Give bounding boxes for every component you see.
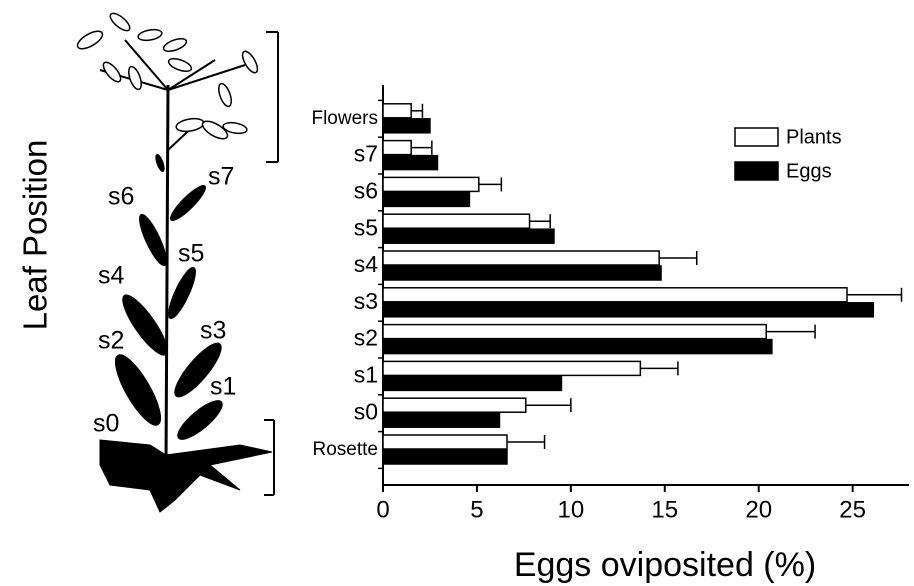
- plant-label: s4: [98, 262, 125, 290]
- bar: [382, 154, 439, 171]
- x-tick-label: 5: [470, 496, 483, 523]
- plant-label: s3: [200, 317, 226, 345]
- plant-label: s7: [208, 163, 234, 191]
- y-tick-label: s4: [354, 251, 379, 277]
- x-tick-label: 10: [558, 496, 585, 523]
- x-tick-label: 15: [651, 496, 678, 523]
- plant-label: s6: [108, 183, 134, 211]
- bar: [382, 191, 471, 208]
- y-tick-label: Rosette: [313, 439, 378, 460]
- error-bar: [506, 435, 546, 449]
- bar: [382, 434, 508, 450]
- x-tick-label: 0: [376, 496, 389, 523]
- bar: [382, 176, 480, 193]
- bar: [382, 449, 508, 465]
- x-tick-label: 25: [839, 496, 866, 523]
- legend-swatch: [734, 127, 779, 147]
- error-bar: [659, 251, 698, 265]
- y-tick-label: s6: [354, 177, 378, 203]
- bar: [382, 103, 412, 119]
- y-tick-label: s1: [354, 361, 378, 387]
- plant-label: s1: [210, 373, 236, 401]
- bar: [382, 213, 531, 229]
- y-tick-label: s2: [354, 325, 378, 351]
- bar: [382, 375, 563, 392]
- bar: [382, 412, 501, 428]
- bar: [382, 338, 773, 355]
- plant-label: s2: [98, 327, 124, 355]
- x-axis-title: Eggs oviposited (%): [514, 546, 816, 584]
- y-tick-label: s3: [354, 288, 378, 314]
- legend-swatch: [734, 161, 779, 181]
- bar: [382, 287, 848, 303]
- plant-illustration: [76, 12, 279, 513]
- bar: [382, 118, 431, 134]
- bar: [382, 397, 527, 413]
- y-axis-title: Leaf Position: [17, 140, 54, 331]
- error-bar: [525, 398, 572, 413]
- plant-label: s5: [178, 240, 204, 268]
- y-tick-label: s7: [354, 141, 378, 167]
- error-bar: [529, 214, 551, 229]
- error-bar: [847, 287, 903, 302]
- bar: [382, 265, 662, 281]
- y-tick-label: s0: [354, 398, 378, 424]
- error-bar: [478, 177, 503, 192]
- bar: [382, 302, 875, 318]
- x-tick-label: 20: [745, 496, 772, 523]
- plant-label: s0: [93, 410, 119, 438]
- y-tick-label: s5: [354, 214, 378, 240]
- bar: [382, 228, 555, 244]
- error-bar: [766, 324, 816, 339]
- legend-label: Eggs: [786, 160, 832, 182]
- bar: [382, 139, 412, 156]
- error-bar: [411, 103, 424, 118]
- error-bar: [411, 140, 433, 155]
- bar: [382, 323, 767, 340]
- y-tick-label: Flowers: [311, 108, 378, 129]
- bar: [382, 360, 642, 377]
- error-bar: [640, 361, 679, 376]
- legend-label: Plants: [786, 126, 842, 148]
- bar: [382, 250, 660, 266]
